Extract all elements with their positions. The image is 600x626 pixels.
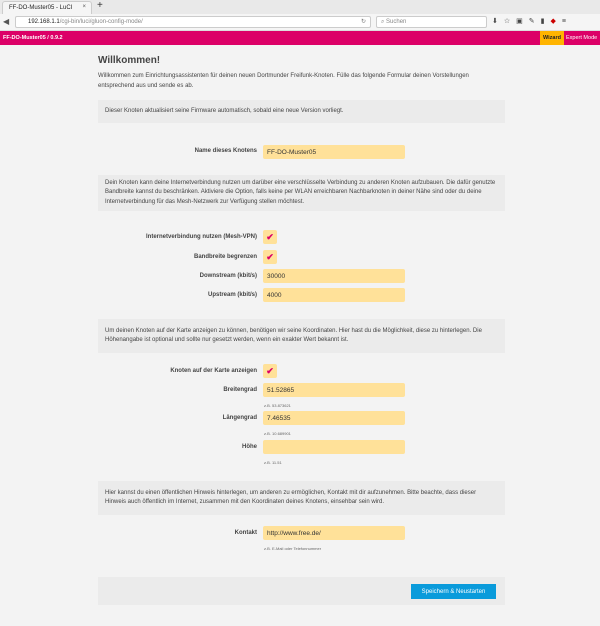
map-label: Knoten auf der Karte anzeigen <box>170 368 257 374</box>
longitude-input[interactable] <box>263 411 405 425</box>
tab-bar: FF-DO-Muster05 - LuCI × + <box>0 0 600 14</box>
contact-input[interactable] <box>263 526 405 540</box>
contact-label: Kontakt <box>234 530 257 536</box>
brand: FF-DO-Muster05 / 0.9.2 <box>3 35 63 41</box>
reload-icon[interactable]: ↻ <box>360 19 366 25</box>
contact-note: Hier kannst du einen öffentlichen Hinwei… <box>98 481 505 515</box>
downstream-input[interactable] <box>263 269 405 283</box>
geo-note: Um deinen Knoten auf der Karte anzeigen … <box>98 319 505 353</box>
clipboard-icon[interactable]: ▣ <box>516 18 529 25</box>
extension-icon[interactable]: ✎ <box>528 18 541 25</box>
name-input[interactable] <box>263 145 405 159</box>
latitude-hint: z.B. 53.873621 <box>264 403 291 408</box>
wizard-tab[interactable]: Wizard <box>540 31 564 45</box>
meshvpn-label: Internetverbindung nutzen (Mesh-VPN) <box>146 234 257 240</box>
browser-tab[interactable]: FF-DO-Muster05 - LuCI × <box>2 1 92 14</box>
bookmark-star-icon[interactable]: ☆ <box>503 18 517 25</box>
new-tab-button[interactable]: + <box>97 0 103 11</box>
nav-bar: ◀ 192.168.1.1/cgi-bin/luci/gluon-config-… <box>0 14 600 31</box>
toolbar-icons: ⬇☆▣✎▮◆≡ <box>492 17 572 25</box>
mesh-note: Dein Knoten kann deine Internetverbindun… <box>98 175 505 211</box>
search-placeholder: Suchen <box>386 19 407 25</box>
expert-mode-tab[interactable]: Expert Mode <box>566 35 598 41</box>
limit-checkbox[interactable]: ✔ <box>263 250 277 264</box>
name-label: Name dieses Knotens <box>194 148 257 154</box>
altitude-hint: z.B. 11.51 <box>264 460 282 465</box>
back-icon[interactable]: ◀ <box>3 17 10 26</box>
url-bar[interactable]: 192.168.1.1/cgi-bin/luci/gluon-config-mo… <box>15 16 371 28</box>
close-tab-icon[interactable]: × <box>82 4 86 10</box>
autoupdate-note: Dieser Knoten aktualisiert seine Firmwar… <box>98 100 505 123</box>
latitude-input[interactable] <box>263 383 405 397</box>
url-path: /cgi-bin/luci/gluon-config-mode/ <box>59 19 143 25</box>
url-host: 192.168.1.1 <box>28 19 60 25</box>
shield-icon[interactable]: ◆ <box>550 18 562 25</box>
library-icon[interactable]: ▮ <box>540 18 551 25</box>
intro-text: Willkommen zum Einrichtungsassistenten f… <box>98 73 469 89</box>
altitude-input[interactable] <box>263 440 405 454</box>
altitude-label: Höhe <box>242 444 257 450</box>
upstream-input[interactable] <box>263 288 405 302</box>
luci-header: FF-DO-Muster05 / 0.9.2 Wizard Expert Mod… <box>0 31 600 45</box>
save-restart-button[interactable]: Speichern & Neustarten <box>411 584 496 599</box>
meshvpn-checkbox[interactable]: ✔ <box>263 230 277 244</box>
search-input[interactable]: ⌕ Suchen <box>376 16 487 28</box>
menu-icon[interactable]: ≡ <box>561 18 572 25</box>
page-title: Willkommen! <box>98 55 161 66</box>
limit-label: Bandbreite begrenzen <box>193 254 257 260</box>
contact-hint: z.B. E-Mail oder Telefonnummer <box>264 546 322 551</box>
latitude-label: Breitengrad <box>223 387 257 393</box>
map-checkbox[interactable]: ✔ <box>263 364 277 378</box>
upstream-label: Upstream (kbit/s) <box>207 292 257 298</box>
longitude-hint: z.B. 10.689901 <box>264 431 291 436</box>
downstream-label: Downstream (kbit/s) <box>199 273 257 279</box>
download-icon[interactable]: ⬇ <box>492 18 504 25</box>
tab-title: FF-DO-Muster05 - LuCI <box>9 5 73 11</box>
longitude-label: Längengrad <box>222 415 257 421</box>
